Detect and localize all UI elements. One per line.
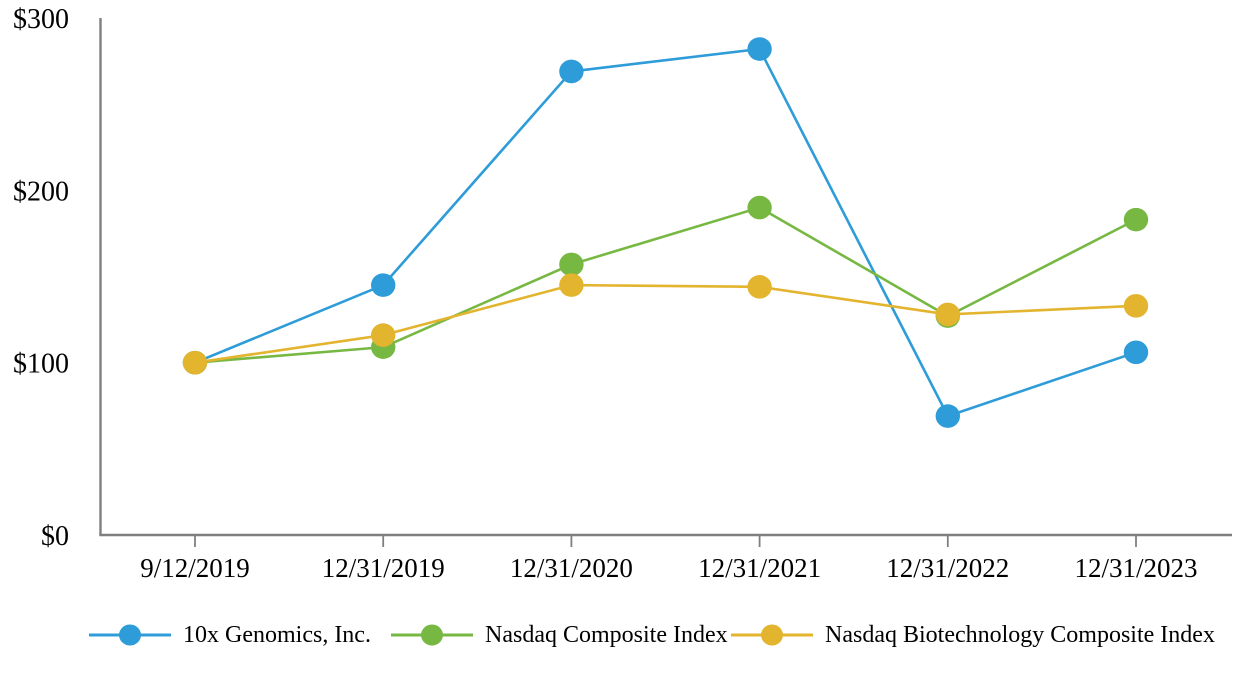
- data-point-10x-genomics-inc-3: [747, 37, 772, 61]
- data-point-nasdaq-biotechnology-composite-index-0: [182, 350, 208, 375]
- data-point-10x-genomics-inc-2: [559, 59, 584, 84]
- x-axis-tick-label: 12/31/2021: [698, 553, 821, 583]
- data-point-10x-genomics-inc-1: [371, 273, 396, 297]
- data-point-nasdaq-composite-index-3: [747, 195, 772, 220]
- legend-item-nasdaq-composite: Nasdaq Composite Index: [391, 618, 728, 652]
- legend-label-10x-genomics: 10x Genomics, Inc.: [183, 621, 371, 648]
- legend-item-nasdaq-biotechnology: Nasdaq Biotechnology Composite Index: [731, 618, 1215, 652]
- data-point-nasdaq-biotechnology-composite-index-5: [1123, 293, 1149, 318]
- data-point-10x-genomics-inc-5: [1123, 340, 1149, 365]
- legend-label-nasdaq-biotechnology: Nasdaq Biotechnology Composite Index: [825, 621, 1215, 648]
- legend-item-10x-genomics: 10x Genomics, Inc.: [89, 618, 371, 652]
- series-line-10x-genomics-inc: [194, 47, 1137, 418]
- data-point-nasdaq-composite-index-2: [559, 252, 584, 277]
- x-axis-tick-label: 9/12/2019: [140, 553, 250, 583]
- y-axis-tick-label: $200: [13, 176, 69, 207]
- chart-legend: 10x Genomics, Inc. Nasdaq Composite Inde…: [0, 618, 1250, 652]
- legend-marker-10x-genomics: [89, 624, 171, 646]
- x-axis-tick-label: 12/31/2020: [510, 553, 633, 583]
- y-axis-tick-label: $100: [13, 349, 69, 380]
- data-point-nasdaq-biotechnology-composite-index-1: [371, 323, 396, 347]
- data-point-nasdaq-biotechnology-composite-index-2: [559, 273, 584, 297]
- y-axis-tick-label: $0: [41, 521, 69, 552]
- y-axis-tick-label: $300: [13, 4, 69, 35]
- series-line-nasdaq-biotechnology-composite-index: [194, 283, 1137, 364]
- data-point-10x-genomics-inc-4: [935, 404, 960, 428]
- data-point-nasdaq-biotechnology-composite-index-4: [935, 302, 960, 327]
- x-axis-tick-label: 12/31/2022: [886, 553, 1009, 583]
- series-line-nasdaq-composite-index: [194, 206, 1137, 364]
- legend-marker-nasdaq-composite: [391, 624, 473, 646]
- data-point-nasdaq-composite-index-5: [1123, 207, 1149, 232]
- x-axis-tick-label: 12/31/2019: [322, 553, 445, 583]
- legend-marker-nasdaq-biotechnology: [731, 624, 813, 646]
- x-axis-tick-label: 12/31/2023: [1074, 553, 1197, 583]
- legend-label-nasdaq-composite: Nasdaq Composite Index: [485, 621, 728, 648]
- data-point-nasdaq-biotechnology-composite-index-3: [747, 275, 772, 299]
